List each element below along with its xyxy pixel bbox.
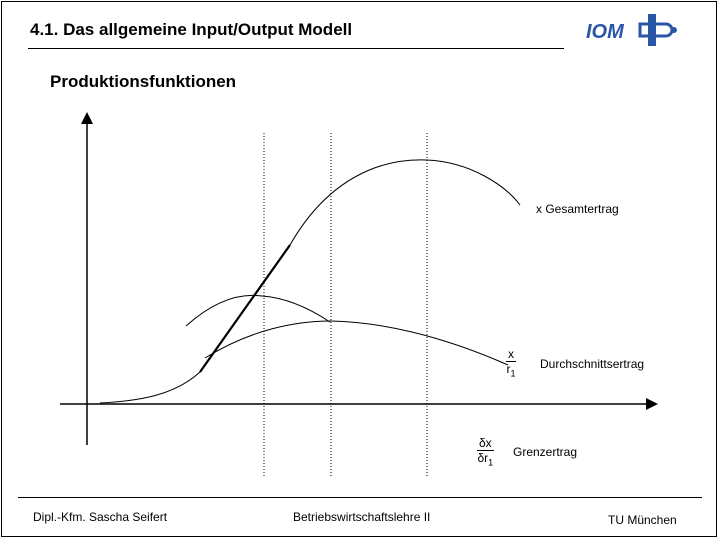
title-rule [28,48,564,49]
slide-title: 4.1. Das allgemeine Input/Output Modell [30,20,353,39]
iom-logo: IOM [586,14,677,46]
durchschnittsertrag-label: Durchschnittsertrag [540,357,645,371]
footer-author: Dipl.-Kfm. Sascha Seifert [33,510,168,524]
durchschnittsertrag-curve [204,320,509,366]
grenzertrag-curve [185,294,331,327]
durchschnitt-fraction: x r1 [506,347,516,380]
logo-text: IOM [586,21,625,43]
gesamtertrag-curve [99,159,521,404]
grenz-denominator: δr1 [477,451,494,468]
gesamtertrag-label: x Gesamtertrag [536,202,619,216]
footer-university: TU München [608,513,677,527]
tangent-segment [199,244,291,373]
footer-rule [18,497,702,498]
footer-course: Betriebswirtschaftslehre II [293,510,431,524]
durchschnitt-numerator: x [506,347,516,362]
subtitle: Produktionsfunktionen [50,72,237,91]
durchschnitt-denominator: r1 [506,362,516,379]
grenz-numerator: δx [477,436,494,451]
grenz-fraction: δx δr1 [477,436,494,469]
grenzertrag-label: Grenzertrag [513,445,578,459]
